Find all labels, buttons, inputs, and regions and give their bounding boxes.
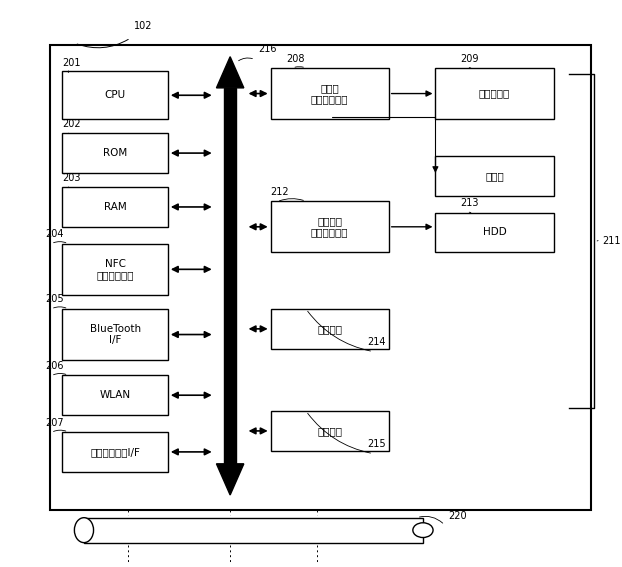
Text: 208: 208 bbox=[286, 53, 305, 64]
Text: 操作パネル: 操作パネル bbox=[479, 88, 510, 99]
FancyBboxPatch shape bbox=[271, 68, 389, 119]
Text: 220: 220 bbox=[448, 510, 466, 521]
FancyBboxPatch shape bbox=[435, 68, 554, 119]
FancyBboxPatch shape bbox=[62, 432, 168, 472]
Bar bbox=[84, 518, 423, 543]
FancyBboxPatch shape bbox=[435, 213, 554, 252]
Text: NFC
リーダライタ: NFC リーダライタ bbox=[96, 259, 134, 280]
Text: WLAN: WLAN bbox=[100, 390, 131, 400]
FancyBboxPatch shape bbox=[435, 156, 554, 196]
FancyBboxPatch shape bbox=[50, 45, 591, 510]
Text: 表示部: 表示部 bbox=[485, 171, 504, 181]
FancyBboxPatch shape bbox=[62, 187, 168, 227]
Text: CPU: CPU bbox=[104, 90, 126, 100]
Polygon shape bbox=[216, 57, 244, 88]
Text: 212: 212 bbox=[271, 187, 289, 197]
Text: 204: 204 bbox=[45, 229, 63, 239]
FancyBboxPatch shape bbox=[62, 71, 168, 119]
Text: BlueTooth
I/F: BlueTooth I/F bbox=[90, 324, 141, 345]
Text: ネットワークI/F: ネットワークI/F bbox=[90, 447, 140, 457]
Text: 216: 216 bbox=[258, 44, 277, 54]
Text: 215: 215 bbox=[367, 439, 386, 449]
Text: 操作部
コントローラ: 操作部 コントローラ bbox=[311, 83, 348, 104]
Ellipse shape bbox=[413, 523, 433, 538]
FancyBboxPatch shape bbox=[62, 133, 168, 173]
Text: HDD: HDD bbox=[483, 227, 506, 238]
Text: 207: 207 bbox=[45, 418, 63, 428]
FancyBboxPatch shape bbox=[271, 309, 389, 349]
Text: 203: 203 bbox=[62, 172, 81, 183]
FancyBboxPatch shape bbox=[62, 375, 168, 415]
Text: 211: 211 bbox=[602, 236, 621, 246]
Text: スキャナ: スキャナ bbox=[317, 426, 342, 436]
Text: ROM: ROM bbox=[103, 148, 127, 158]
FancyBboxPatch shape bbox=[62, 244, 168, 295]
Text: 201: 201 bbox=[62, 58, 81, 68]
Text: 213: 213 bbox=[460, 198, 479, 208]
Text: 202: 202 bbox=[62, 119, 81, 129]
FancyBboxPatch shape bbox=[271, 411, 389, 451]
Text: プリンタ: プリンタ bbox=[317, 324, 342, 334]
Text: 205: 205 bbox=[45, 294, 63, 304]
Text: 214: 214 bbox=[367, 337, 386, 347]
Text: ディスク
コントローラ: ディスク コントローラ bbox=[311, 216, 348, 238]
Text: 209: 209 bbox=[460, 53, 479, 64]
Text: RAM: RAM bbox=[104, 202, 126, 212]
Polygon shape bbox=[224, 88, 236, 464]
FancyBboxPatch shape bbox=[62, 309, 168, 360]
Ellipse shape bbox=[75, 518, 93, 543]
Text: 206: 206 bbox=[45, 361, 63, 371]
FancyBboxPatch shape bbox=[271, 201, 389, 252]
Text: 102: 102 bbox=[134, 21, 152, 31]
Polygon shape bbox=[216, 464, 244, 495]
